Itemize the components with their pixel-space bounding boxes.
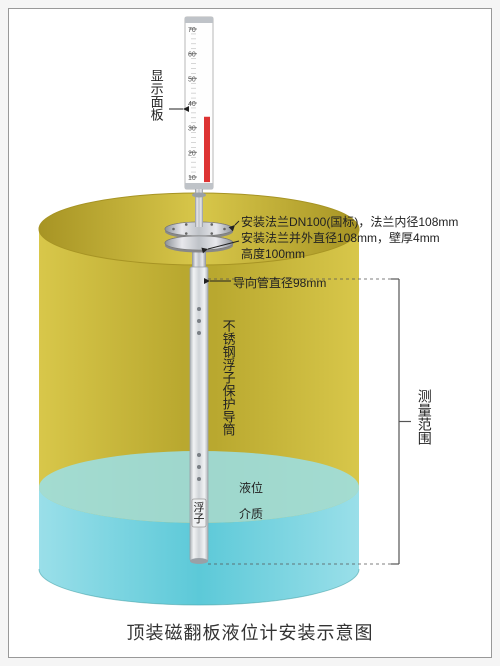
label-guide-dia: 导向管直径98mm: [233, 274, 326, 291]
svg-text:20: 20: [188, 150, 196, 157]
label-flange-2: 安装法兰并外直径108mm，壁厚4mm: [241, 229, 440, 246]
label-flange-1: 安装法兰DN100(国标)，法兰内径108mm: [241, 213, 458, 230]
label-flange-3: 高度100mm: [241, 245, 305, 262]
label-medium: 介质: [239, 505, 263, 522]
label-float: 浮子: [190, 503, 208, 525]
svg-text:50: 50: [188, 76, 196, 83]
svg-text:40: 40: [188, 101, 196, 108]
label-display-panel: 显示面板: [149, 69, 163, 121]
label-liquid-level: 液位: [239, 479, 263, 496]
svg-text:30: 30: [188, 126, 196, 133]
label-measure-range: 测量范围: [417, 389, 432, 445]
svg-text:10: 10: [188, 175, 196, 182]
svg-text:70: 70: [188, 27, 196, 34]
label-protective-tube: 不锈钢浮子保护导筒: [221, 319, 235, 436]
diagram-title: 顶装磁翻板液位计安装示意图: [9, 619, 491, 645]
svg-text:60: 60: [188, 52, 196, 59]
